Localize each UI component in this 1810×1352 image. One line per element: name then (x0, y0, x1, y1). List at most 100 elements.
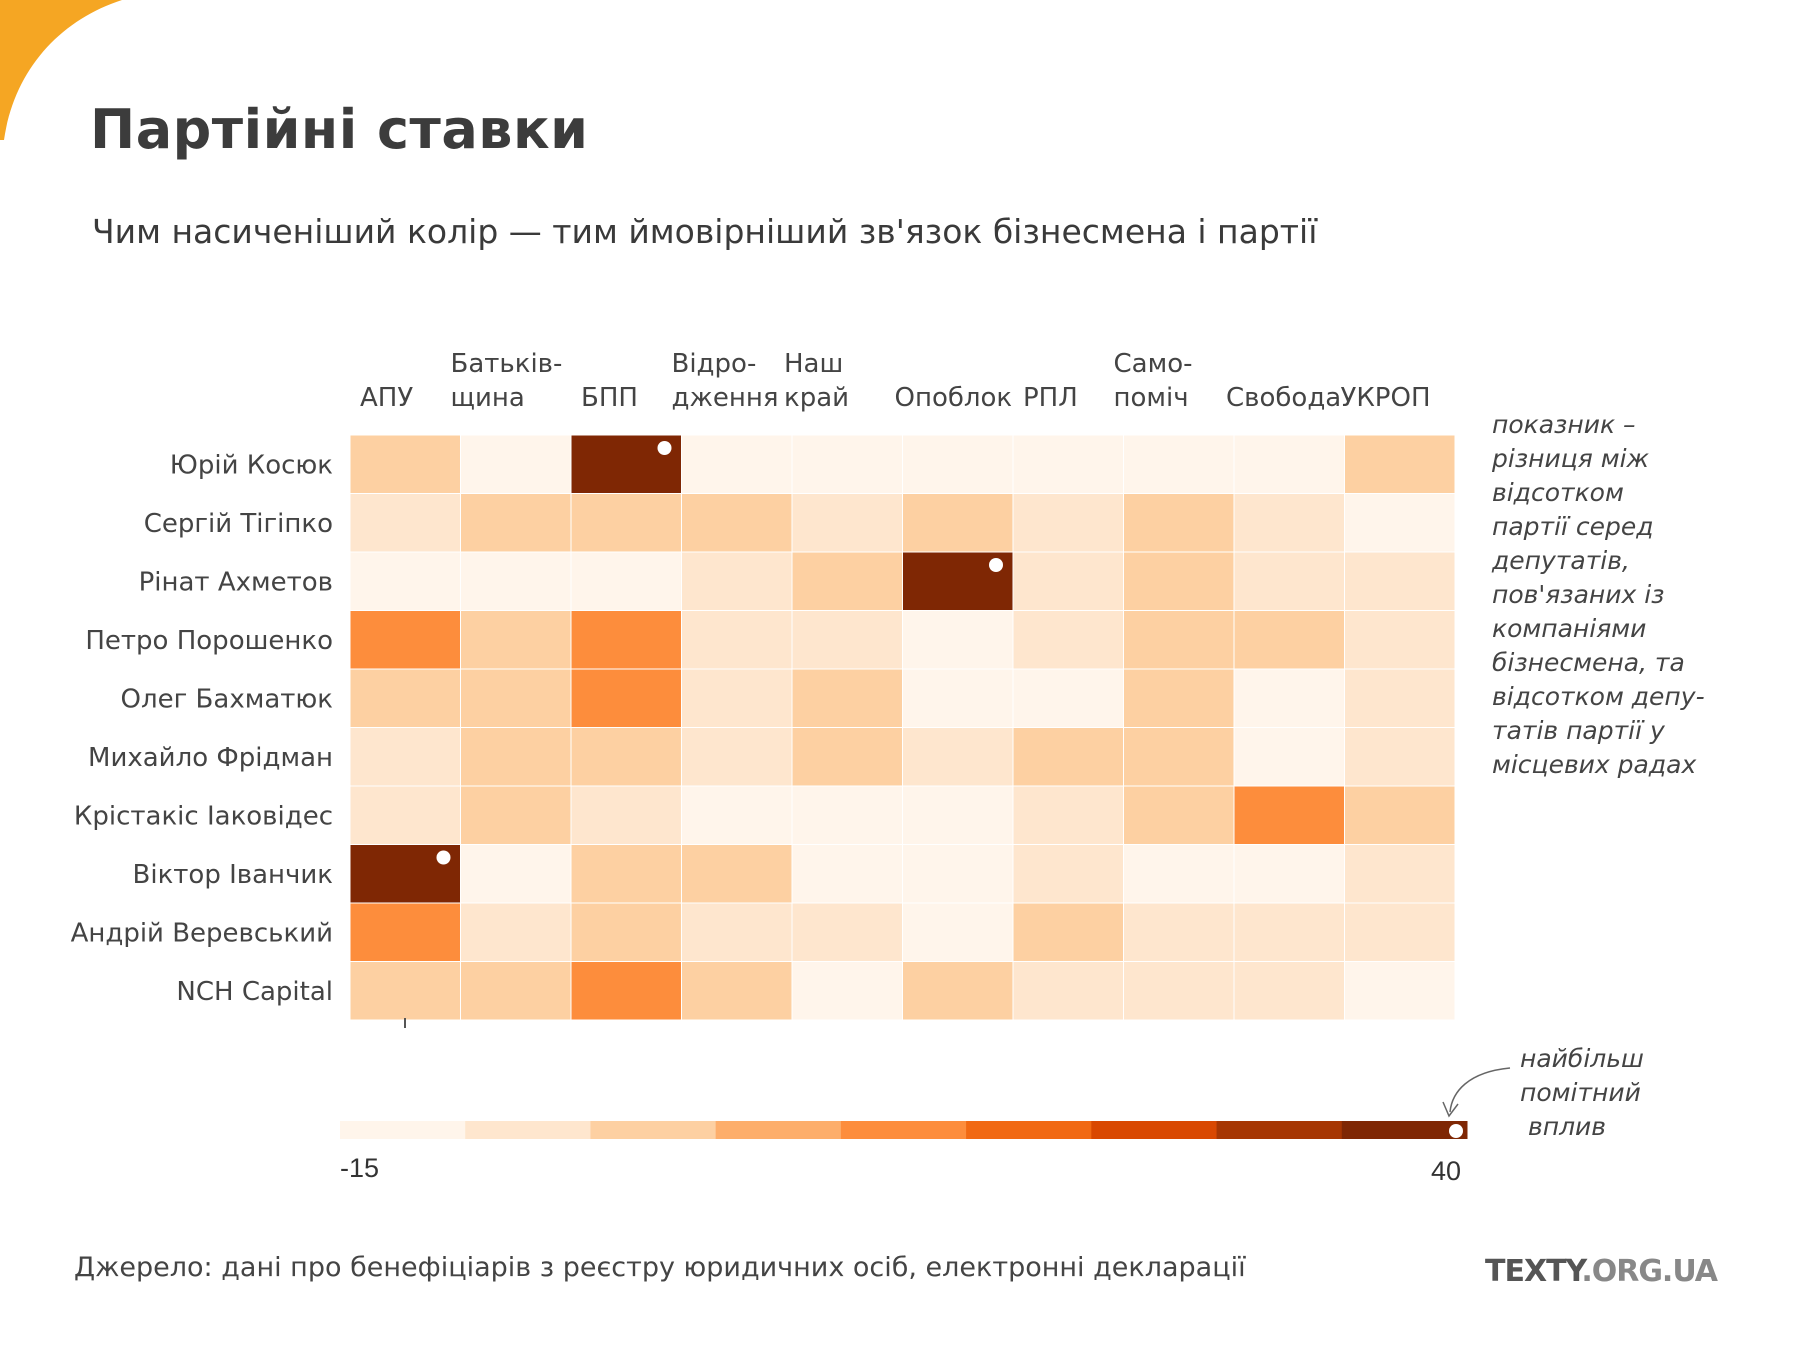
heatmap-cell (791, 785, 903, 845)
heatmap-cell (902, 844, 1014, 904)
row-label: NCH Capital (176, 977, 333, 1007)
heatmap-cell (1012, 727, 1124, 787)
heatmap-cell (1233, 434, 1345, 494)
heatmap-cell (1123, 902, 1235, 962)
heatmap-cell (1012, 785, 1124, 845)
heatmap-cell (681, 727, 793, 787)
heatmap-cell (460, 434, 572, 494)
row-label: Крістакіс Іаковідес (74, 801, 333, 831)
heatmap-cell (570, 961, 682, 1021)
heatmap-cell (349, 785, 461, 845)
heatmap-cell (791, 961, 903, 1021)
heatmap-cell (791, 610, 903, 670)
heatmap-cell (902, 727, 1014, 787)
callout-arrow (1449, 1067, 1511, 1113)
row-label: Віктор Іванчик (133, 860, 333, 890)
heatmap-cell (681, 668, 793, 728)
legend-swatch (465, 1121, 591, 1139)
callout-line: найбільш (1520, 1044, 1644, 1073)
brand-logo: TEXTY.ORG.UA (1485, 1254, 1718, 1289)
heatmap-cell (1123, 493, 1235, 553)
heatmap-cell (570, 668, 682, 728)
heatmap-cell (1012, 668, 1124, 728)
row-label: Юрій Косюк (170, 450, 333, 480)
heatmap-cell (681, 493, 793, 553)
heatmap-cell (460, 844, 572, 904)
column-label: АПУ (360, 383, 413, 413)
heatmap-cell (1344, 902, 1456, 962)
legend-swatch (1216, 1121, 1343, 1139)
heatmap-cell (681, 961, 793, 1021)
column-label: Наш (784, 349, 843, 379)
heatmap-cell (460, 961, 572, 1021)
heatmap-cell (349, 961, 461, 1021)
legend-max-label: 40 (1431, 1156, 1461, 1186)
heatmap-cell (1344, 961, 1456, 1021)
legend-swatch (590, 1121, 717, 1139)
column-label: Батьків- (451, 349, 563, 379)
heatmap-cell (681, 844, 793, 904)
heatmap-cell (570, 844, 682, 904)
callout-line: вплив (1528, 1112, 1607, 1141)
legend-swatch (340, 1121, 466, 1139)
note-line: місцевих радах (1492, 750, 1697, 779)
heatmap-cell (1344, 668, 1456, 728)
heatmap-cell (1123, 844, 1235, 904)
heatmap-cell (791, 434, 903, 494)
heatmap-cell (1123, 610, 1235, 670)
heatmap-cell (681, 610, 793, 670)
heatmap-cell (1344, 785, 1456, 845)
heatmap-cell (902, 902, 1014, 962)
heatmap-cell (791, 551, 903, 611)
heatmap-cell (349, 668, 461, 728)
heatmap-cell (1123, 434, 1235, 494)
heatmap-cell (1233, 727, 1345, 787)
note-line: відсотком (1492, 478, 1624, 507)
row-label: Рінат Ахметов (139, 567, 333, 597)
highlight-marker (436, 850, 451, 865)
heatmap-cell (570, 785, 682, 845)
heatmap-cell (349, 434, 461, 494)
column-label: РПЛ (1023, 383, 1078, 413)
heatmap-cell (791, 902, 903, 962)
column-label: БПП (581, 383, 638, 413)
page-title: Партійні ставки (90, 98, 589, 161)
column-label: УКРОП (1341, 383, 1431, 413)
legend-swatch (840, 1121, 967, 1139)
brand-main: TEXTY (1485, 1254, 1582, 1289)
heatmap-cell (1012, 551, 1124, 611)
column-label: щина (451, 383, 525, 413)
heatmap-cell (1012, 610, 1124, 670)
heatmap-cell (349, 727, 461, 787)
heatmap-cell (1123, 961, 1235, 1021)
color-legend: -15 40 (340, 1018, 1511, 1186)
heatmap-cell (791, 844, 903, 904)
callout-arrowhead (1442, 1101, 1459, 1118)
callout-line: помітний (1520, 1078, 1641, 1107)
heatmap-cell (681, 551, 793, 611)
heatmap-cell (1012, 902, 1124, 962)
heatmap-cell (570, 493, 682, 553)
heatmap-cell (902, 961, 1014, 1021)
heatmap-cell (1344, 610, 1456, 670)
heatmap-cell (460, 668, 572, 728)
page-subtitle: Чим насиченіший колір — тим ймовірніший … (92, 212, 1318, 251)
heatmap-cell (460, 902, 572, 962)
heatmap-cell (460, 727, 572, 787)
heatmap-cell (1233, 668, 1345, 728)
heatmap-cell (681, 902, 793, 962)
note-line: показник – (1492, 410, 1636, 439)
heatmap-cell (1344, 727, 1456, 787)
highlight-marker (657, 441, 672, 455)
row-label: Михайло Фрідман (88, 743, 333, 773)
heatmap-cell (1344, 493, 1456, 553)
heatmap-cell (460, 785, 572, 845)
heatmap-cell (791, 668, 903, 728)
note-line: бізнесмена, та (1492, 648, 1685, 677)
column-label: Опоблок (895, 383, 1013, 413)
heatmap-cell (349, 902, 461, 962)
heatmap-cell (1233, 844, 1345, 904)
heatmap-cell (1233, 902, 1345, 962)
